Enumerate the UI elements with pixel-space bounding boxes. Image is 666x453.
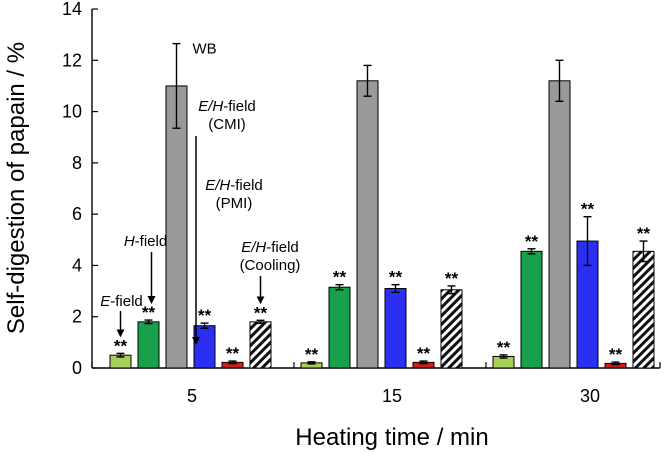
significance-mark: ** bbox=[497, 338, 511, 357]
series-label: E/H-field bbox=[205, 177, 263, 194]
significance-mark: ** bbox=[609, 345, 623, 364]
bar bbox=[137, 321, 160, 369]
significance-mark: ** bbox=[305, 345, 319, 364]
significance-mark: ** bbox=[226, 344, 240, 363]
significance-mark: ** bbox=[581, 200, 595, 219]
series-label: E/H-field bbox=[241, 239, 299, 256]
y-axis-title: Self-digestion of papain / % bbox=[3, 42, 30, 334]
significance-mark: ** bbox=[198, 306, 212, 325]
bar bbox=[548, 80, 571, 369]
series-label: E-field bbox=[100, 293, 143, 310]
bar bbox=[440, 289, 463, 369]
y-tick-label: 14 bbox=[62, 0, 82, 19]
y-tick-label: 6 bbox=[72, 204, 82, 224]
significance-mark: ** bbox=[142, 303, 156, 322]
x-tick-label: 15 bbox=[382, 386, 402, 406]
y-tick-label: 0 bbox=[72, 358, 82, 378]
series-sublabel: (CMI) bbox=[208, 116, 246, 133]
bar bbox=[632, 250, 655, 369]
significance-mark: ** bbox=[333, 268, 347, 287]
bar bbox=[193, 325, 216, 369]
bar bbox=[356, 80, 379, 369]
significance-mark: ** bbox=[114, 336, 128, 355]
significance-mark: ** bbox=[389, 268, 403, 287]
series-label: E/H-field bbox=[198, 98, 256, 115]
y-tick-label: 10 bbox=[62, 102, 82, 122]
significance-mark: ** bbox=[254, 303, 268, 322]
y-tick-label: 8 bbox=[72, 153, 82, 173]
x-axis-title: Heating time / min bbox=[295, 424, 488, 451]
x-tick-label: 30 bbox=[580, 386, 600, 406]
series-sublabel: (PMI) bbox=[216, 195, 253, 212]
bar bbox=[249, 321, 272, 369]
series-label: WB bbox=[193, 41, 217, 58]
y-tick-label: 2 bbox=[72, 307, 82, 327]
significance-mark: ** bbox=[445, 269, 459, 288]
x-tick-label: 5 bbox=[187, 386, 197, 406]
bar bbox=[384, 288, 407, 369]
significance-mark: ** bbox=[637, 224, 651, 243]
significance-mark: ** bbox=[525, 232, 539, 251]
series-label: H-field bbox=[124, 233, 167, 250]
y-tick-label: 12 bbox=[62, 50, 82, 70]
bar bbox=[520, 250, 543, 369]
series-sublabel: (Cooling) bbox=[240, 257, 301, 274]
bar bbox=[328, 286, 351, 369]
y-tick-label: 4 bbox=[72, 255, 82, 275]
significance-mark: ** bbox=[417, 344, 431, 363]
